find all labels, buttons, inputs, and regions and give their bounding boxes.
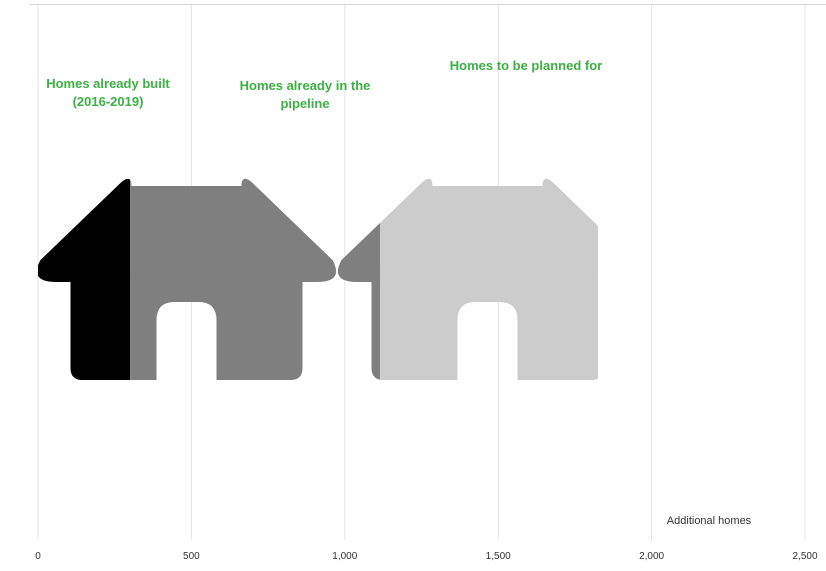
- gridlines: [37, 5, 806, 540]
- segment-label: Homes already in the pipeline: [240, 78, 371, 111]
- x-axis-title: Additional homes: [667, 515, 752, 527]
- x-tick-label: 500: [183, 551, 200, 562]
- segment-label: Homes already built (2016-2019): [46, 76, 170, 109]
- x-tick-label: 2,000: [639, 551, 664, 562]
- x-tick-label: 2,500: [792, 551, 817, 562]
- x-tick-label: 1,500: [486, 551, 511, 562]
- house-bars: [38, 178, 598, 380]
- x-axis-ticks: 0 500 1,000 1,500 2,000 2,500: [35, 551, 818, 562]
- x-tick-label: 0: [35, 551, 41, 562]
- segment-label: Homes to be planned for: [450, 58, 602, 73]
- chart-top-border: [30, 4, 826, 5]
- segment-labels: Homes already built (2016-2019) Homes alre…: [46, 58, 602, 111]
- x-tick-label: 1,000: [332, 551, 357, 562]
